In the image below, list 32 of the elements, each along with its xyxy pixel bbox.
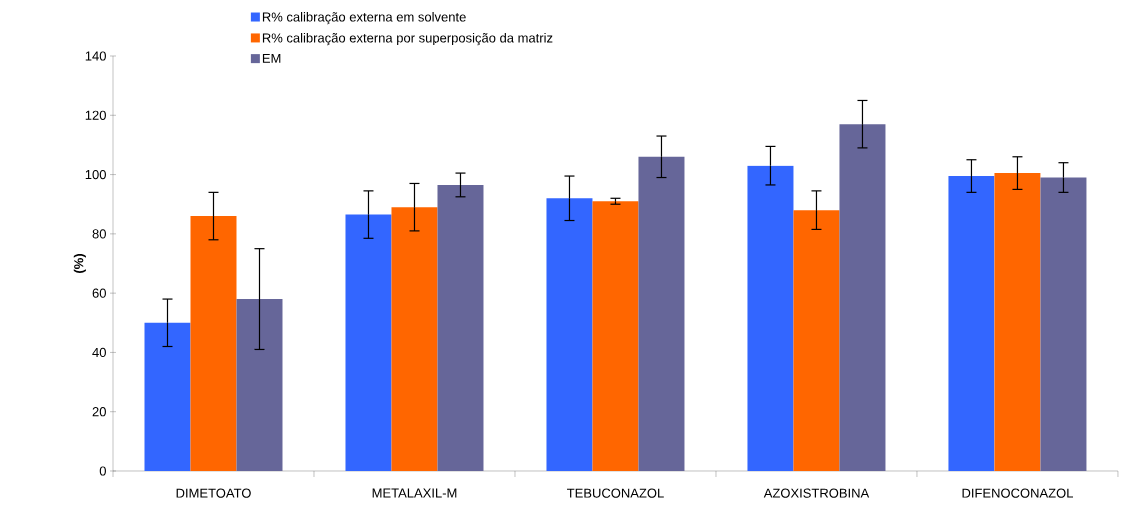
x-tick-label: DIFENOCONAZOL [962, 488, 1074, 498]
y-axis-title: (%) [73, 254, 86, 273]
bar [190, 216, 237, 471]
y-tick-label: 100 [85, 169, 106, 180]
bar [948, 176, 995, 471]
bar [592, 201, 639, 471]
legend-label: R% calibração externa por superposição da matriz [262, 32, 553, 46]
bar [839, 124, 886, 471]
x-tick-label: DIMETOATO [176, 488, 251, 498]
y-tick-label: 80 [92, 229, 106, 239]
bar [638, 156, 685, 471]
bar [345, 214, 392, 471]
y-tick-label: 140 [85, 51, 106, 61]
bar [236, 299, 283, 471]
x-tick-label: AZOXISTROBINA [763, 488, 870, 498]
bar [144, 322, 191, 471]
bar [994, 173, 1041, 471]
y-tick-label: 0 [99, 466, 106, 476]
bar [793, 210, 840, 471]
bar [437, 184, 484, 471]
x-tick-label: TEBUCONAZOL [567, 488, 664, 498]
bar [1040, 177, 1087, 471]
bar [391, 207, 438, 471]
bar [747, 165, 794, 471]
y-tick-label: 120 [85, 110, 106, 120]
x-tick-label: METALAXIL-M [372, 488, 457, 498]
y-tick-label: 40 [92, 347, 106, 358]
bar [546, 198, 593, 471]
y-tick-label: 60 [92, 288, 106, 298]
legend-label: R% calibração externa em solvente [262, 12, 466, 25]
y-tick-label: 20 [92, 407, 106, 417]
legend-label: EM [262, 53, 281, 63]
